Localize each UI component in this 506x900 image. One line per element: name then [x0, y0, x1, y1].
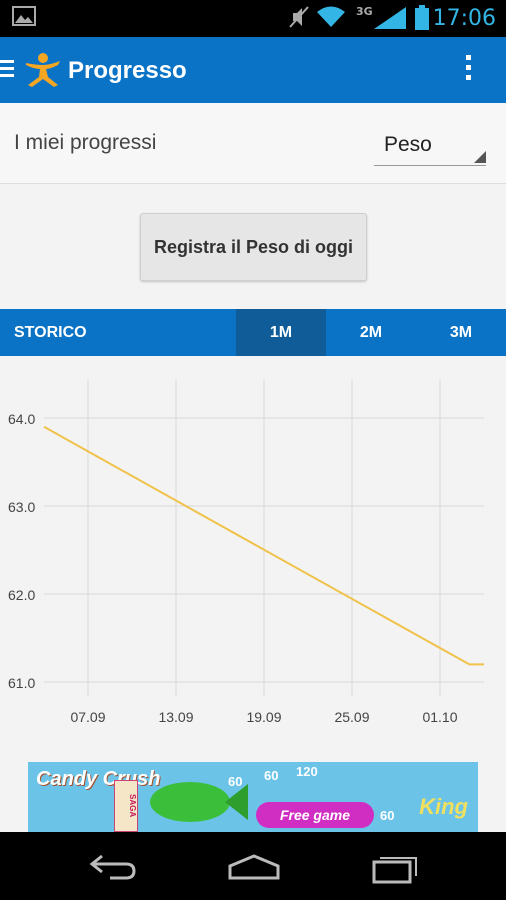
ad-number-1: 60 — [228, 774, 243, 789]
progress-header: I miei progressi Peso — [0, 103, 506, 184]
x-tick-label: 25.09 — [334, 709, 369, 725]
x-tick-label: 07.09 — [70, 709, 105, 725]
wifi-icon — [317, 6, 345, 27]
metric-dropdown[interactable]: Peso — [374, 125, 486, 166]
battery-icon — [415, 5, 429, 30]
ad-number-3: 120 — [296, 764, 318, 779]
clock: 17:06 — [432, 6, 496, 31]
metric-dropdown-value: Peso — [384, 133, 432, 156]
home-icon[interactable] — [226, 852, 282, 882]
candy-fish-icon — [150, 782, 248, 822]
y-tick-label: 63.0 — [8, 499, 35, 515]
weight-chart: 64.0 63.0 62.0 61.0 07.09 13.09 19.09 25.09 01.1… — [0, 356, 506, 746]
network-type: 3G — [356, 5, 373, 18]
navigation-bar — [0, 832, 506, 900]
y-tick-label: 61.0 — [8, 675, 35, 691]
x-tick-label: 19.09 — [246, 709, 281, 725]
recent-apps-icon[interactable] — [370, 852, 422, 884]
status-bar: 3G 17:06 — [0, 0, 506, 37]
ad-banner[interactable]: Candy Crush SAGA 60 60 120 60 Free game … — [28, 762, 478, 832]
y-tick-label: 62.0 — [8, 587, 35, 603]
x-tick-label: 01.10 — [422, 709, 457, 725]
dropdown-arrow-icon — [474, 151, 486, 163]
ad-number-4: 60 — [380, 808, 395, 823]
menu-icon[interactable] — [0, 57, 16, 83]
ad-saga: SAGA — [114, 780, 138, 832]
app-logo-icon[interactable] — [22, 51, 64, 89]
progress-label: I miei progressi — [14, 131, 157, 154]
tab-3m[interactable]: 3M — [449, 324, 473, 341]
ad-number-2: 60 — [264, 768, 279, 783]
x-tick-label: 13.09 — [158, 709, 193, 725]
tab-2m[interactable]: 2M — [359, 324, 383, 341]
signal-icon — [374, 7, 406, 29]
ad-cta-button[interactable]: Free game — [256, 802, 374, 828]
overflow-menu-icon[interactable] — [466, 55, 476, 85]
back-icon[interactable] — [88, 852, 138, 882]
tab-1m[interactable]: 1M — [236, 309, 326, 356]
y-tick-label: 64.0 — [8, 411, 35, 427]
image-icon — [12, 6, 36, 26]
app-bar: Progresso — [0, 37, 506, 103]
history-tabs: STORICO 1M 2M 3M — [0, 309, 506, 356]
mute-icon — [289, 6, 309, 28]
history-title: STORICO — [14, 324, 87, 341]
ad-publisher: King — [419, 794, 468, 819]
register-weight-button[interactable]: Registra il Peso di oggi — [140, 213, 367, 281]
chart-svg: 64.0 63.0 62.0 61.0 07.09 13.09 19.09 25.09 01.1… — [8, 380, 485, 725]
page-title: Progresso — [68, 57, 187, 84]
